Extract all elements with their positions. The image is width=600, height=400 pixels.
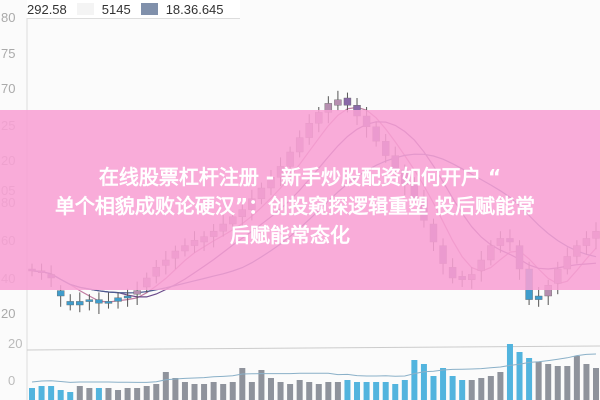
volume-bar: [411, 360, 418, 400]
volume-bar: [315, 384, 322, 400]
volume-bar: [354, 382, 361, 400]
volume-bar: [134, 388, 141, 400]
volume-bar: [76, 386, 83, 400]
volume-bar: [573, 356, 580, 400]
volume-bar: [201, 384, 208, 400]
volume-bar: [554, 366, 561, 400]
volume-bar: [267, 378, 274, 400]
volume-bar: [38, 386, 45, 400]
headline: 在线股票杠杆注册 - 新手炒股配资如何开户 “ 单个相貌成败论硬汉”：创投窥探逻…: [0, 163, 600, 250]
candle: [85, 299, 94, 302]
candle: [104, 301, 113, 304]
volume-divider: [26, 345, 600, 351]
volume-bar: [468, 380, 475, 400]
volume-bar: [153, 384, 160, 400]
volume-bar: [229, 382, 236, 400]
volume-bar: [478, 378, 485, 400]
volume-bar: [334, 382, 341, 400]
candle: [343, 97, 352, 106]
volume-bar: [210, 382, 217, 400]
volume-bar: [220, 384, 227, 400]
volume-bar: [506, 344, 513, 400]
headline-overlay: [0, 110, 600, 290]
volume-bar: [277, 382, 284, 400]
volume-bar: [296, 380, 303, 400]
volume-bar: [115, 390, 122, 400]
volume-bar: [248, 382, 255, 400]
volume-bar: [487, 376, 494, 400]
headline-line-1: 在线股票杠杆注册 - 新手炒股配资如何开户 “: [98, 165, 502, 189]
candle: [56, 290, 65, 297]
candle: [114, 297, 122, 302]
volume-bar: [420, 364, 427, 400]
volume-bar: [29, 388, 35, 400]
volume-bar: [401, 380, 408, 400]
volume-bar: [162, 372, 169, 400]
candle: [66, 301, 74, 306]
legend-value-price: 292.58: [27, 1, 67, 17]
volume-bar: [535, 362, 542, 400]
volume-bar: [181, 382, 188, 400]
volume-bar: [67, 392, 74, 400]
y-tick-label: 70: [1, 81, 15, 96]
y-tick-label: 80: [1, 10, 15, 25]
legend-value-volume: 5145: [101, 1, 131, 17]
volume-bar: [526, 358, 533, 400]
volume-bar: [363, 382, 370, 400]
volume-average-line: [31, 353, 597, 383]
volume-bars: [29, 344, 599, 400]
volume-bar: [516, 352, 523, 400]
volume-bar: [95, 388, 102, 400]
legend-swatch-gray: [140, 3, 158, 15]
candle: [534, 295, 543, 300]
y-tick-label: 20: [1, 306, 15, 321]
y-tick-label: 75: [1, 46, 15, 61]
volume-bar: [583, 364, 590, 400]
candle: [133, 290, 141, 295]
volume-bar: [373, 382, 380, 400]
volume-bar: [57, 390, 64, 400]
volume-bar: [191, 384, 198, 400]
price-legend: 292.58 5145 18.36.645: [27, 0, 240, 19]
volume-bar: [430, 376, 437, 400]
volume-bar: [143, 386, 150, 400]
volume-tick-label: 0: [8, 373, 15, 388]
volume-bar: [382, 382, 389, 400]
volume-bar: [124, 388, 131, 400]
volume-bar: [545, 364, 552, 400]
volume-bar: [344, 380, 351, 400]
volume-bar: [440, 368, 447, 400]
volume-bar: [86, 388, 93, 400]
volume-axis-ticks: 20 0: [8, 336, 22, 388]
volume-bar: [459, 380, 466, 400]
volume-bar: [593, 368, 599, 400]
candle: [123, 295, 132, 299]
candle: [95, 299, 103, 304]
volume-bar: [105, 388, 112, 400]
volume-bar: [48, 386, 55, 400]
volume-tick-label: 20: [8, 336, 22, 351]
volume-bar: [287, 384, 294, 400]
volume-bar: [392, 384, 399, 400]
volume-bar: [325, 382, 332, 400]
candle: [334, 99, 342, 106]
headline-line-3: 后赋能常态化: [230, 223, 350, 247]
volume-bar: [564, 366, 571, 400]
volume-bar: [497, 372, 504, 400]
headline-line-2: 单个相貌成败论硬汉”：创投窥探逻辑重塑 投后赋能常: [54, 194, 536, 218]
volume-bar: [172, 378, 179, 400]
volume-bar: [306, 382, 313, 400]
legend-swatch-light: [76, 3, 94, 15]
legend-value-time: 18.36.645: [165, 1, 224, 17]
volume-bar: [449, 376, 456, 400]
volume-bar: [239, 368, 246, 400]
volume-bar: [258, 370, 265, 400]
candle: [76, 301, 84, 306]
